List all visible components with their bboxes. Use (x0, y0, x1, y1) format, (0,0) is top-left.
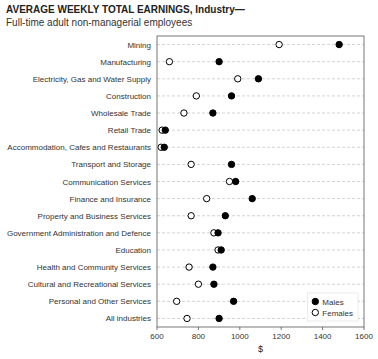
category-label: Health and Community Services (37, 263, 151, 272)
legend-label: Males (322, 298, 343, 307)
dot (161, 144, 167, 150)
open-dot (173, 298, 179, 304)
legend-box (307, 293, 358, 321)
category-label: Personal and Other Services (49, 297, 151, 306)
open-dot (188, 161, 194, 167)
chart: AVERAGE WEEKLY TOTAL EARNINGS, Industry—… (0, 0, 378, 359)
x-tick (239, 327, 240, 330)
title: AVERAGE WEEKLY TOTAL EARNINGS, Industry— (6, 4, 245, 15)
dot (249, 195, 255, 201)
dot (336, 41, 342, 47)
legend-symbol (312, 309, 318, 315)
category-label: Cultural and Recreational Services (28, 280, 151, 289)
x-tick-label: 1400 (314, 332, 332, 341)
open-dot (193, 93, 199, 99)
x-axis: 600 800 1000 1200 1400 1600 (150, 327, 373, 341)
open-dot (226, 178, 232, 184)
category-line (157, 232, 364, 233)
x-tick-label: 1000 (231, 332, 249, 341)
dot (216, 58, 222, 64)
dot (211, 281, 217, 287)
category-label: Wholesale Trade (91, 109, 152, 118)
open-dot (181, 110, 187, 116)
category-line (157, 181, 364, 182)
open-dot (276, 41, 282, 47)
category-label: Construction (106, 92, 151, 101)
subtitle: Full-time adult non-managerial employees (6, 17, 192, 28)
category-line (157, 284, 364, 285)
open-dot (195, 281, 201, 287)
category-label: Mining (127, 41, 151, 50)
category-line (157, 249, 364, 250)
dot (222, 213, 228, 219)
x-tick (281, 327, 282, 330)
open-dot (186, 264, 192, 270)
x-tick-label: 600 (150, 332, 164, 341)
x-tick (364, 327, 365, 330)
dot (162, 127, 168, 133)
x-tick-label: 1200 (272, 332, 290, 341)
category-label: Accommodation, Cafes and Restaurants (7, 143, 151, 152)
x-tick (157, 327, 158, 330)
open-dot (235, 76, 241, 82)
open-dot (203, 195, 209, 201)
category-line (157, 130, 364, 131)
category-label: Transport and Storage (71, 160, 151, 169)
dot (255, 76, 261, 82)
category-label: Property and Business Services (38, 212, 151, 221)
grid (157, 45, 364, 319)
dot (218, 247, 224, 253)
category-line (157, 147, 364, 148)
category-label: Education (115, 246, 151, 255)
x-tick (198, 327, 199, 330)
category-line (157, 113, 364, 114)
marks (158, 41, 342, 321)
open-dot (188, 213, 194, 219)
dot (216, 315, 222, 321)
dot (230, 298, 236, 304)
category-label: Government Administration and Defence (7, 229, 152, 238)
dot (228, 161, 234, 167)
category-label: Retail Trade (108, 126, 152, 135)
page: {"chart_data": {"type": "dot", "title": … (0, 0, 378, 359)
x-axis-label: $ (258, 344, 263, 354)
x-tick-label: 1600 (355, 332, 373, 341)
category-line (157, 61, 364, 62)
x-tick-label: 800 (192, 332, 206, 341)
y-axis-labels: Mining Manufacturing Electricity, Gas and … (7, 41, 152, 324)
legend-symbol (312, 298, 318, 304)
open-dot (166, 58, 172, 64)
dot (210, 264, 216, 270)
category-label: All industries (106, 314, 151, 323)
dot (232, 178, 238, 184)
category-label: Electricity, Gas and Water Supply (33, 75, 151, 84)
category-line (157, 95, 364, 96)
open-dot (184, 315, 190, 321)
category-label: Finance and Insurance (70, 195, 152, 204)
category-label: Communication Services (63, 178, 151, 187)
dot (228, 93, 234, 99)
legend-label: Females (322, 309, 353, 318)
category-label: Manufacturing (100, 58, 151, 67)
plot-frame (157, 36, 364, 327)
background (0, 0, 378, 359)
dot (210, 110, 216, 116)
x-tick (322, 327, 323, 330)
legend: Males Females (307, 293, 358, 321)
dot (215, 230, 221, 236)
category-line (157, 198, 364, 199)
category-line (157, 44, 364, 45)
